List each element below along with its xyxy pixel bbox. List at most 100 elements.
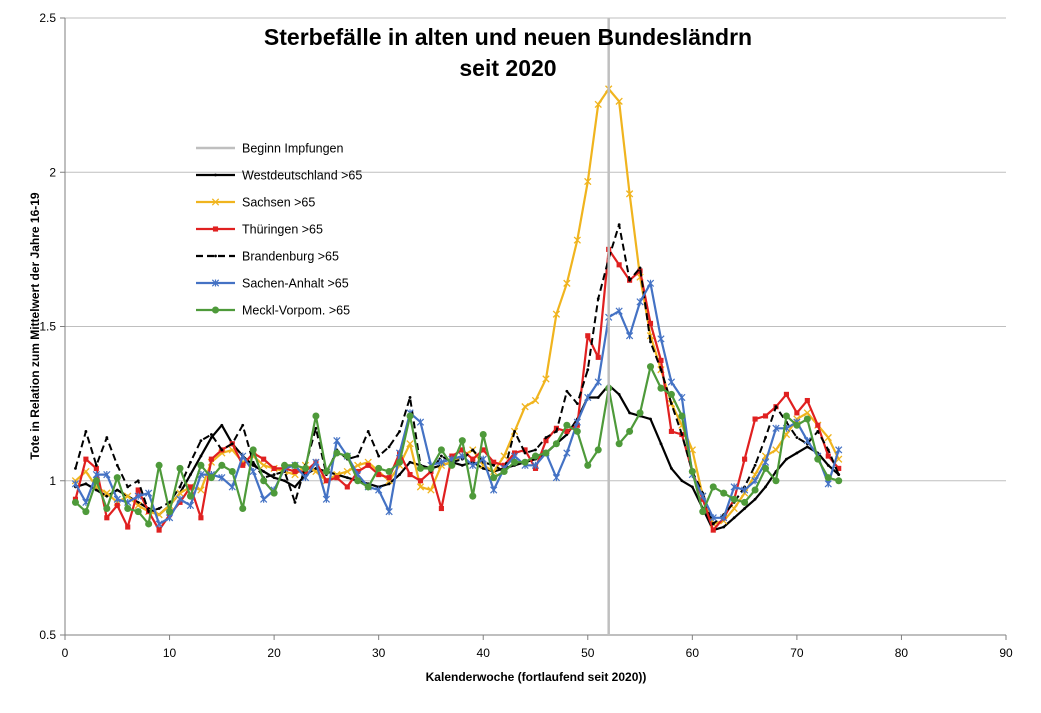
data-point-dot-marker xyxy=(136,500,140,504)
data-point-square-marker xyxy=(491,459,497,465)
data-point-x-marker xyxy=(103,489,111,497)
data-point-square-marker xyxy=(804,397,810,404)
data-point-square-marker xyxy=(470,456,476,462)
data-point-star-marker xyxy=(228,483,236,491)
data-point-dot-marker xyxy=(555,429,558,433)
data-point-square-marker xyxy=(334,475,340,481)
data-point-star-marker xyxy=(573,418,581,426)
data-point-square-marker xyxy=(135,487,141,493)
series-6 xyxy=(71,363,843,528)
legend-label: Meckl-Vorpom. >65 xyxy=(242,304,350,318)
data-point-square-marker xyxy=(585,333,591,339)
data-point-circle-marker xyxy=(406,412,414,420)
legend-entry: Westdeutschland >65 xyxy=(196,169,362,183)
data-point-dot-marker xyxy=(408,460,412,464)
data-point-dot-marker xyxy=(617,392,621,396)
data-point-circle-marker xyxy=(260,477,268,485)
data-point-star-marker xyxy=(416,418,425,426)
data-point-circle-marker xyxy=(646,363,655,371)
data-point-square-marker xyxy=(742,456,748,462)
data-point-circle-marker xyxy=(615,440,623,448)
data-point-dot-marker xyxy=(711,522,715,526)
data-point-x-marker xyxy=(824,433,832,442)
x-tick-label: 30 xyxy=(372,646,386,660)
data-point-x-marker xyxy=(427,486,435,494)
data-point-star-marker xyxy=(563,449,571,457)
data-point-star-marker xyxy=(636,298,644,306)
data-point-star-marker xyxy=(625,332,634,340)
data-point-circle-marker xyxy=(563,421,571,429)
chart-title: Sterbefälle in alten und neuen Bundeslän… xyxy=(264,24,752,81)
data-point-star-marker xyxy=(145,489,153,497)
data-point-square-marker xyxy=(522,447,528,453)
x-tick-label: 10 xyxy=(163,646,177,660)
data-point-square-marker xyxy=(344,484,350,490)
data-point-circle-marker xyxy=(176,464,184,472)
y-tick-label: 1 xyxy=(49,474,56,488)
grid-layer xyxy=(65,17,1006,482)
data-point-square-marker xyxy=(386,475,392,481)
y-tick-label: 2 xyxy=(49,165,56,179)
x-tick-label: 80 xyxy=(895,646,909,660)
x-tick-label: 0 xyxy=(62,646,69,660)
data-point-star-marker xyxy=(772,424,780,432)
legend-entry: Sachen-Anhalt >65 xyxy=(196,277,349,291)
data-point-circle-marker xyxy=(228,467,236,476)
data-point-star-marker xyxy=(322,495,331,503)
data-point-dot-marker xyxy=(805,445,809,449)
data-point-dot-marker xyxy=(157,507,161,510)
data-point-x-marker xyxy=(542,375,550,383)
data-point-dot-marker xyxy=(74,467,77,470)
data-point-dot-marker xyxy=(314,426,318,430)
data-point-dot-marker xyxy=(220,448,224,452)
data-point-square-marker xyxy=(815,422,821,428)
data-point-star-marker xyxy=(835,446,843,454)
data-point-dot-marker xyxy=(460,463,464,467)
data-point-star-marker xyxy=(646,279,655,287)
data-point-dot-marker xyxy=(440,454,443,458)
data-point-circle-marker xyxy=(364,483,372,491)
data-point-x-marker xyxy=(615,97,623,105)
data-point-dot-marker xyxy=(774,405,778,409)
data-point-star-marker xyxy=(490,486,498,494)
data-point-square-marker xyxy=(292,468,298,475)
data-point-dot-marker xyxy=(826,448,830,452)
data-point-circle-marker xyxy=(741,498,749,506)
data-point-circle-marker xyxy=(552,440,560,448)
data-point-square-marker xyxy=(647,320,654,326)
data-point-dot-marker xyxy=(544,436,548,439)
data-point-star-marker xyxy=(176,495,184,503)
data-point-dot-marker xyxy=(189,473,192,476)
data-point-star-marker xyxy=(740,486,749,494)
data-point-star-marker xyxy=(165,514,174,522)
data-point-star-marker xyxy=(385,507,393,516)
data-point-x-marker xyxy=(176,489,184,497)
data-point-circle-marker xyxy=(207,474,215,482)
data-point-circle-marker xyxy=(803,415,811,423)
data-point-circle-marker xyxy=(751,486,759,494)
data-point-circle-marker xyxy=(427,464,435,472)
data-point-dot-marker xyxy=(513,429,516,433)
data-point-circle-marker xyxy=(824,474,832,482)
data-point-dot-marker xyxy=(826,463,830,467)
data-point-circle-marker xyxy=(573,427,581,435)
data-point-dot-marker xyxy=(178,485,182,489)
data-point-dot-marker xyxy=(523,451,527,455)
data-point-dot-marker xyxy=(199,454,203,458)
legend-label: Westdeutschland >65 xyxy=(242,169,362,183)
x-tick-label: 50 xyxy=(581,646,595,660)
data-point-circle-marker xyxy=(333,449,341,457)
data-point-star-marker xyxy=(709,514,717,522)
data-point-dot-marker xyxy=(220,423,224,427)
data-point-x-marker xyxy=(531,396,540,405)
data-point-star-marker xyxy=(510,452,519,460)
data-point-square-marker xyxy=(125,524,131,530)
data-point-square-marker xyxy=(668,428,674,434)
data-point-circle-marker xyxy=(835,477,843,485)
data-point-dot-marker xyxy=(596,297,600,301)
data-point-circle-marker xyxy=(793,421,801,429)
data-point-dot-marker xyxy=(649,417,652,421)
data-point-dot-marker xyxy=(214,173,217,177)
